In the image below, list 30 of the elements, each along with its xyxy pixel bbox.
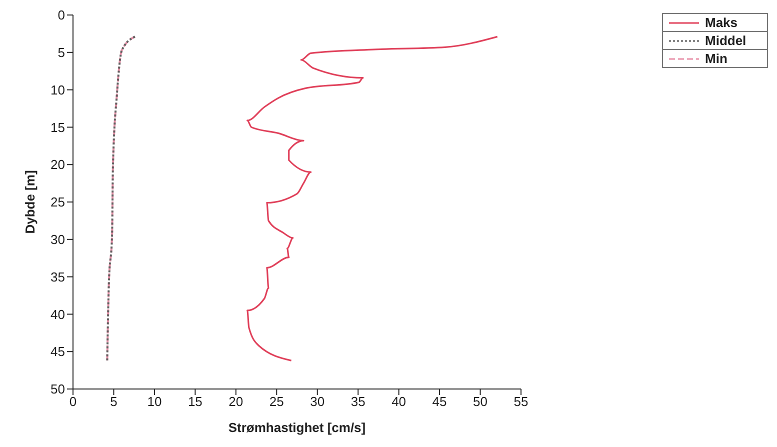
- x-tick-label: 40: [392, 394, 406, 410]
- x-tick-label: 15: [188, 394, 202, 410]
- x-tick-label: 50: [473, 394, 488, 410]
- y-tick-label: 30: [50, 232, 65, 248]
- y-tick-label: 40: [50, 306, 65, 322]
- y-tick-label: 10: [50, 82, 65, 98]
- x-tick-label: 25: [269, 394, 284, 410]
- y-tick-label: 25: [50, 194, 65, 210]
- line-series: [246, 36, 498, 362]
- x-tick-label: 20: [228, 394, 244, 410]
- y-tick-label: 45: [50, 344, 65, 360]
- x-tick-label: 45: [432, 394, 447, 410]
- legend-label: Min: [705, 51, 728, 66]
- y-tick-label: 15: [50, 120, 65, 135]
- y-tick-label: 50: [50, 382, 65, 397]
- y-tick-label: 0: [58, 8, 65, 23]
- x-tick-label: 35: [350, 394, 366, 410]
- y-tick-label: 35: [50, 269, 65, 284]
- x-tick-label: 10: [147, 394, 162, 410]
- y-axis-title: Dybde [m]: [22, 170, 38, 234]
- y-tick-label: 5: [58, 45, 65, 60]
- x-axis-title: Strømhastighet [cm/s]: [228, 420, 366, 435]
- y-tick-label: 20: [50, 157, 65, 172]
- legend-label: Maks: [705, 15, 738, 30]
- x-tick-label: 30: [310, 394, 325, 410]
- x-tick-label: 55: [514, 394, 528, 410]
- legend-label: Middel: [705, 33, 746, 48]
- x-tick-label: 5: [110, 394, 118, 410]
- line-series: [106, 36, 136, 362]
- x-tick-label: 0: [69, 394, 77, 410]
